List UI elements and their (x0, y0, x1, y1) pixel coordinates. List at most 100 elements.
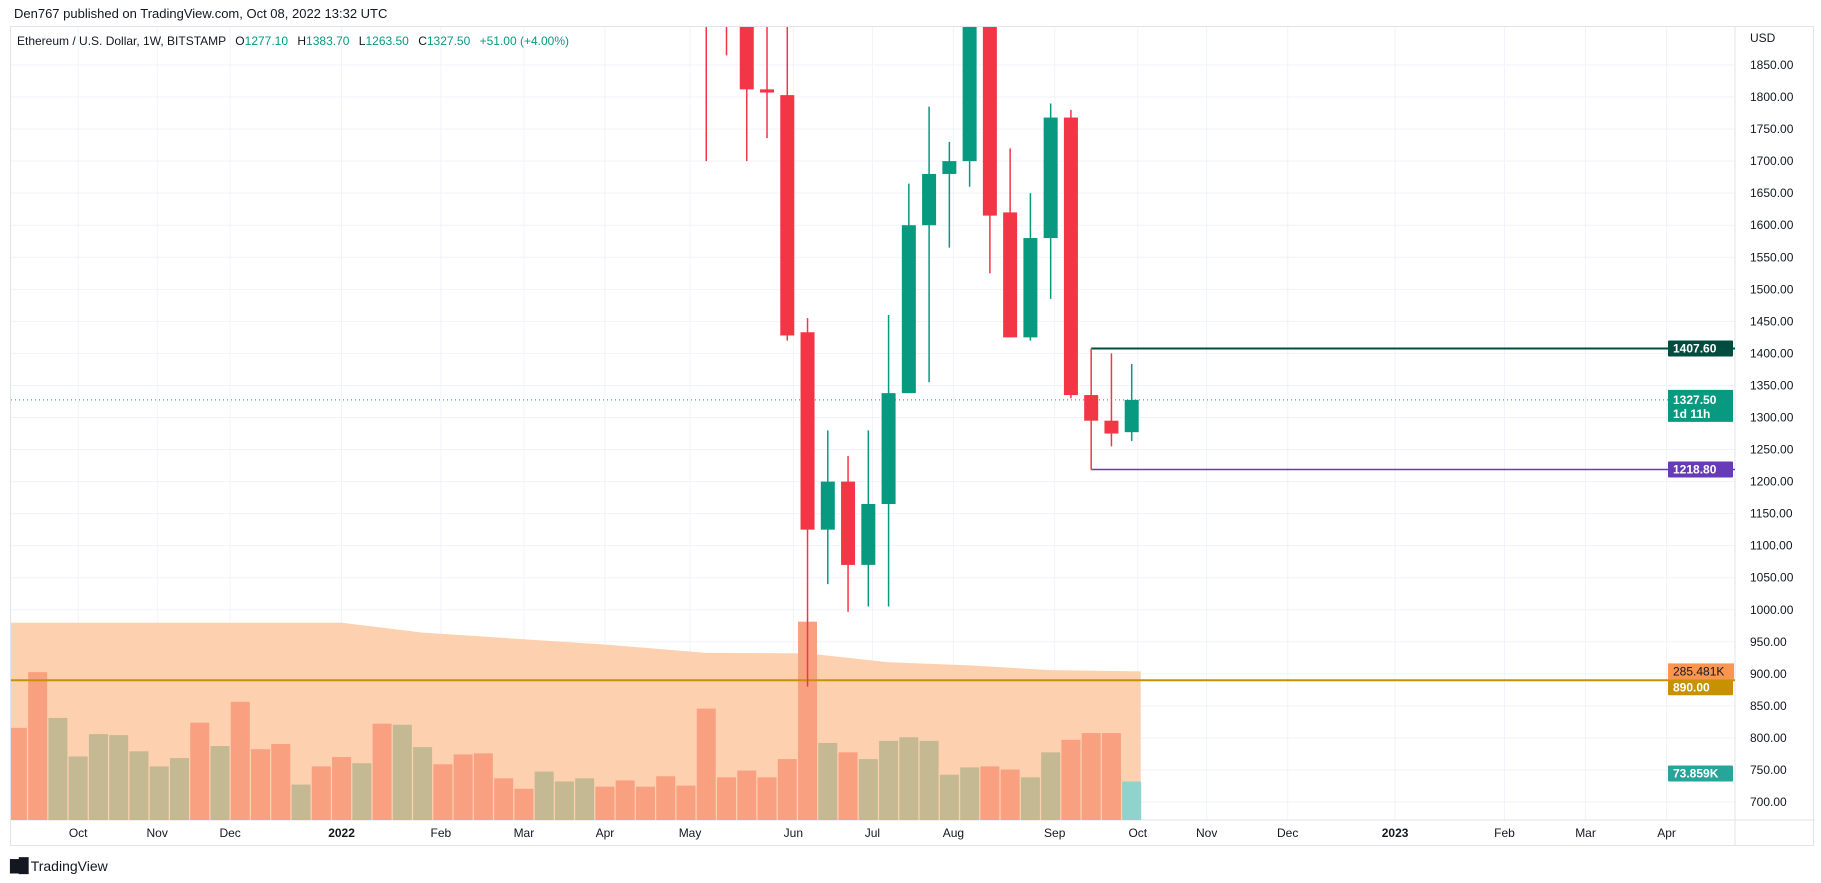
candle-body (820, 481, 835, 530)
volume-bar (1041, 752, 1061, 820)
y-tick-label: 1050.00 (1750, 571, 1794, 585)
y-tick-label: 1200.00 (1750, 475, 1794, 489)
price-label-low-bg (1668, 461, 1733, 478)
volume-bar (514, 788, 534, 820)
volume-bar (838, 752, 858, 820)
y-tick-label: 1650.00 (1750, 186, 1794, 200)
y-tick-label: 750.00 (1750, 763, 1787, 777)
volume-bar (109, 735, 129, 820)
volume-ma-label: 285.481K (1673, 664, 1724, 678)
change-value: +51.00 (+4.00%) (479, 34, 570, 48)
y-tick-label: 800.00 (1750, 731, 1787, 745)
x-tick-label: Oct (69, 826, 88, 840)
volume-bar (980, 766, 1000, 820)
y-tick-label: 1150.00 (1750, 507, 1793, 521)
volume-bar (818, 742, 838, 820)
volume-bar (879, 740, 899, 820)
candle-body (982, 27, 997, 216)
x-tick-label: 2023 (1382, 826, 1409, 840)
y-tick-label: 1700.00 (1750, 154, 1794, 168)
volume-bar (939, 774, 959, 820)
candle-body (1124, 399, 1139, 433)
last-price-label: 1327.50 (1673, 393, 1717, 407)
x-tick-label: Sep (1044, 826, 1066, 840)
volume-bar (190, 722, 210, 820)
x-tick-label: Dec (1277, 826, 1298, 840)
volume-bar (737, 770, 757, 820)
volume-label-bg (1668, 765, 1733, 782)
plot-area (11, 27, 1735, 820)
volume-bar (251, 749, 271, 820)
candle-body (1084, 395, 1099, 421)
y-tick-label: 1750.00 (1750, 122, 1794, 136)
volume-bar (1000, 769, 1020, 820)
chart-frame (10, 26, 1814, 846)
candle-body (901, 225, 916, 394)
x-tick-label: Feb (1494, 826, 1515, 840)
volume-bar (1061, 739, 1081, 820)
volume-bar (453, 754, 473, 820)
symbol-title[interactable]: Ethereum / U.S. Dollar, 1W, BITSTAMP (17, 34, 226, 48)
price-label-support-bg (1668, 679, 1733, 696)
volume-bar (169, 758, 189, 820)
x-tick-label: Feb (430, 826, 451, 840)
volume-bar (635, 786, 655, 820)
volume-ma-area (11, 622, 1141, 820)
volume-bar (960, 767, 980, 820)
volume-bar (88, 734, 108, 820)
volume-bar (798, 621, 818, 820)
x-tick-label: 2022 (328, 826, 355, 840)
x-tick-label: Mar (514, 826, 535, 840)
x-tick-label: May (679, 826, 702, 840)
y-tick-label: 1550.00 (1750, 250, 1794, 264)
volume-bar (575, 778, 595, 820)
bar-countdown-label: 1d 11h (1673, 407, 1710, 421)
candle-body (1023, 238, 1038, 338)
last-price-label-bg (1668, 389, 1733, 422)
candle-body (942, 161, 957, 174)
volume-bar (372, 723, 392, 820)
volume-bar (717, 777, 736, 820)
y-tick-label: 1250.00 (1750, 443, 1794, 457)
y-tick-label: 700.00 (1750, 795, 1787, 809)
low-value: L1263.50 (358, 34, 409, 48)
y-tick-label: 850.00 (1750, 699, 1787, 713)
volume-bar (48, 717, 68, 820)
volume-bar (271, 743, 291, 820)
y-tick-label: 1400.00 (1750, 346, 1794, 360)
y-tick-label: 1000.00 (1750, 603, 1794, 617)
volume-label: 73.859K (1673, 767, 1719, 781)
y-tick-label: 1350.00 (1750, 378, 1794, 392)
volume-bar (858, 759, 878, 820)
volume-bar (433, 764, 453, 820)
volume-bar (11, 727, 27, 820)
volume-bar (332, 757, 352, 820)
legend: Ethereum / U.S. Dollar, 1W, BITSTAMP O12… (17, 34, 569, 48)
x-tick-label: Nov (1196, 826, 1217, 840)
volume-bar (1122, 781, 1142, 820)
volume-bar (392, 724, 412, 820)
volume-bar (413, 747, 433, 820)
volume-bar (696, 708, 716, 820)
close-value: C1327.50 (418, 34, 471, 48)
y-tick-label: 1600.00 (1750, 218, 1794, 232)
x-tick-label: Jun (784, 826, 803, 840)
volume-bar (554, 781, 574, 820)
y-tick-label: 1500.00 (1750, 282, 1794, 296)
volume-bar (899, 737, 919, 820)
volume-bar (352, 763, 372, 820)
candle-body (1063, 117, 1078, 396)
candle-body (962, 27, 977, 162)
y-tick-label: 1300.00 (1750, 410, 1794, 424)
candle-body (1043, 117, 1058, 239)
publish-info: Den767 published on TradingView.com, Oct… (14, 6, 388, 21)
volume-bar (919, 740, 939, 820)
x-tick-label: Jul (865, 826, 880, 840)
candle-body (841, 481, 856, 565)
volume-bar (757, 777, 777, 820)
volume-bar (149, 766, 169, 820)
tradingview-logo-icon: ▇█ (10, 857, 29, 873)
candle-body (861, 504, 876, 565)
candle-body (1003, 212, 1018, 338)
